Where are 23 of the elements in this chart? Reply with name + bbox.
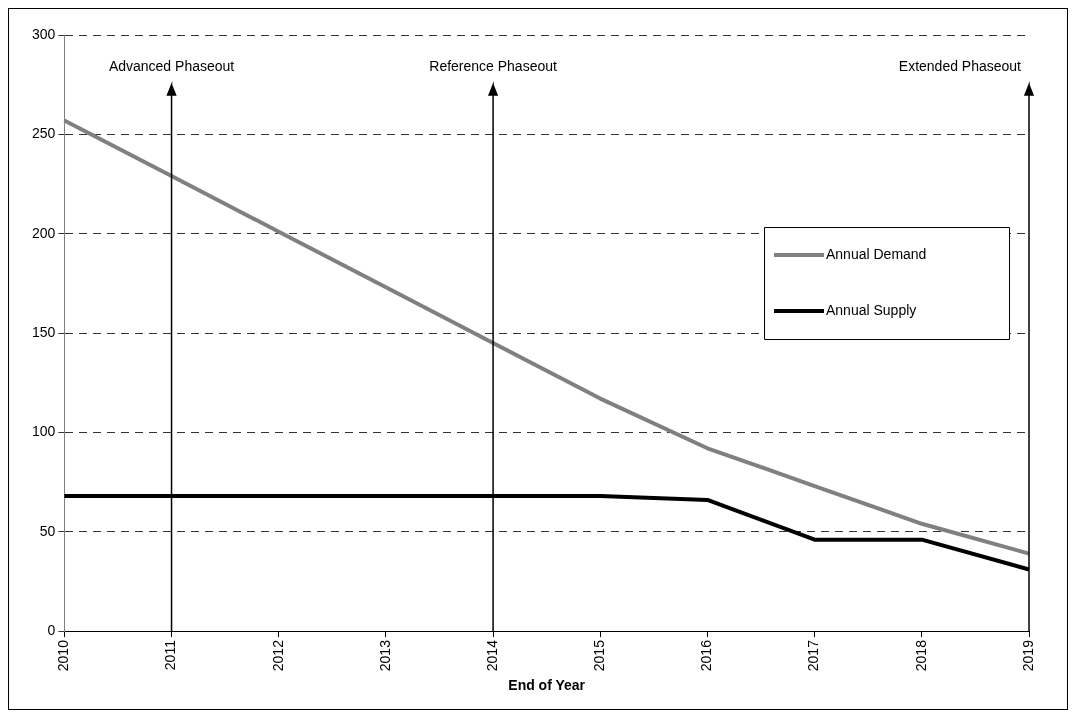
x-tick-label: 2019 bbox=[1019, 639, 1036, 672]
ref-line-label: Reference Phaseout bbox=[429, 58, 558, 74]
ref-line-label: Advanced Phaseout bbox=[108, 58, 235, 74]
y-tick-label: 150 bbox=[32, 323, 56, 340]
x-tick-label: 2016 bbox=[698, 639, 715, 672]
legend-label: Annual Demand bbox=[826, 245, 927, 262]
x-tick-label: 2010 bbox=[55, 639, 72, 672]
x-tick-label: 2011 bbox=[162, 639, 179, 671]
x-tick-label: 2015 bbox=[591, 639, 608, 672]
y-tick-label: 0 bbox=[47, 621, 56, 638]
y-tick-label: 50 bbox=[39, 522, 56, 539]
ref-line-label: Extended Phaseout bbox=[898, 58, 1022, 74]
y-tick-label: 200 bbox=[32, 224, 56, 241]
x-tick-label: 2018 bbox=[912, 639, 929, 672]
x-tick-label: 2014 bbox=[483, 639, 500, 672]
y-tick-label: 100 bbox=[32, 423, 56, 440]
x-axis-title: End of Year bbox=[508, 677, 586, 694]
y-tick-label: 300 bbox=[32, 25, 56, 42]
x-tick-label: 2012 bbox=[269, 639, 286, 672]
y-tick-label: 250 bbox=[32, 125, 56, 142]
x-tick-label: 2017 bbox=[805, 639, 822, 672]
x-tick-label: 2013 bbox=[376, 639, 393, 672]
legend-label: Annual Supply bbox=[826, 301, 917, 318]
